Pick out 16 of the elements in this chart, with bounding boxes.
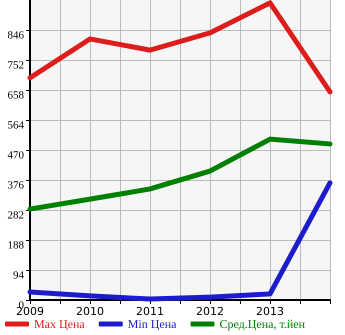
y-tick-label: 470 [8, 150, 24, 162]
x-tick-label: 2010 [76, 305, 104, 318]
y-tick-label: 752 [8, 60, 24, 72]
y-tick-label: 846 [8, 30, 24, 42]
legend-label: Min Цена [128, 317, 178, 331]
legend-label: Сред.Цена, т.йен [219, 317, 306, 331]
y-tick-label: 94 [13, 270, 24, 282]
y-tick-label: 282 [8, 210, 24, 222]
x-tick-label: 2013 [256, 305, 284, 318]
y-tick-label: 658 [8, 90, 24, 102]
y-tick-label: 376 [8, 180, 24, 192]
legend-label: Max Цена [34, 317, 86, 331]
y-tick-label: 188 [8, 240, 24, 252]
x-tick-label: 2012 [196, 305, 224, 318]
y-tick-label: 564 [8, 120, 24, 132]
x-tick-label: 2011 [136, 305, 164, 318]
